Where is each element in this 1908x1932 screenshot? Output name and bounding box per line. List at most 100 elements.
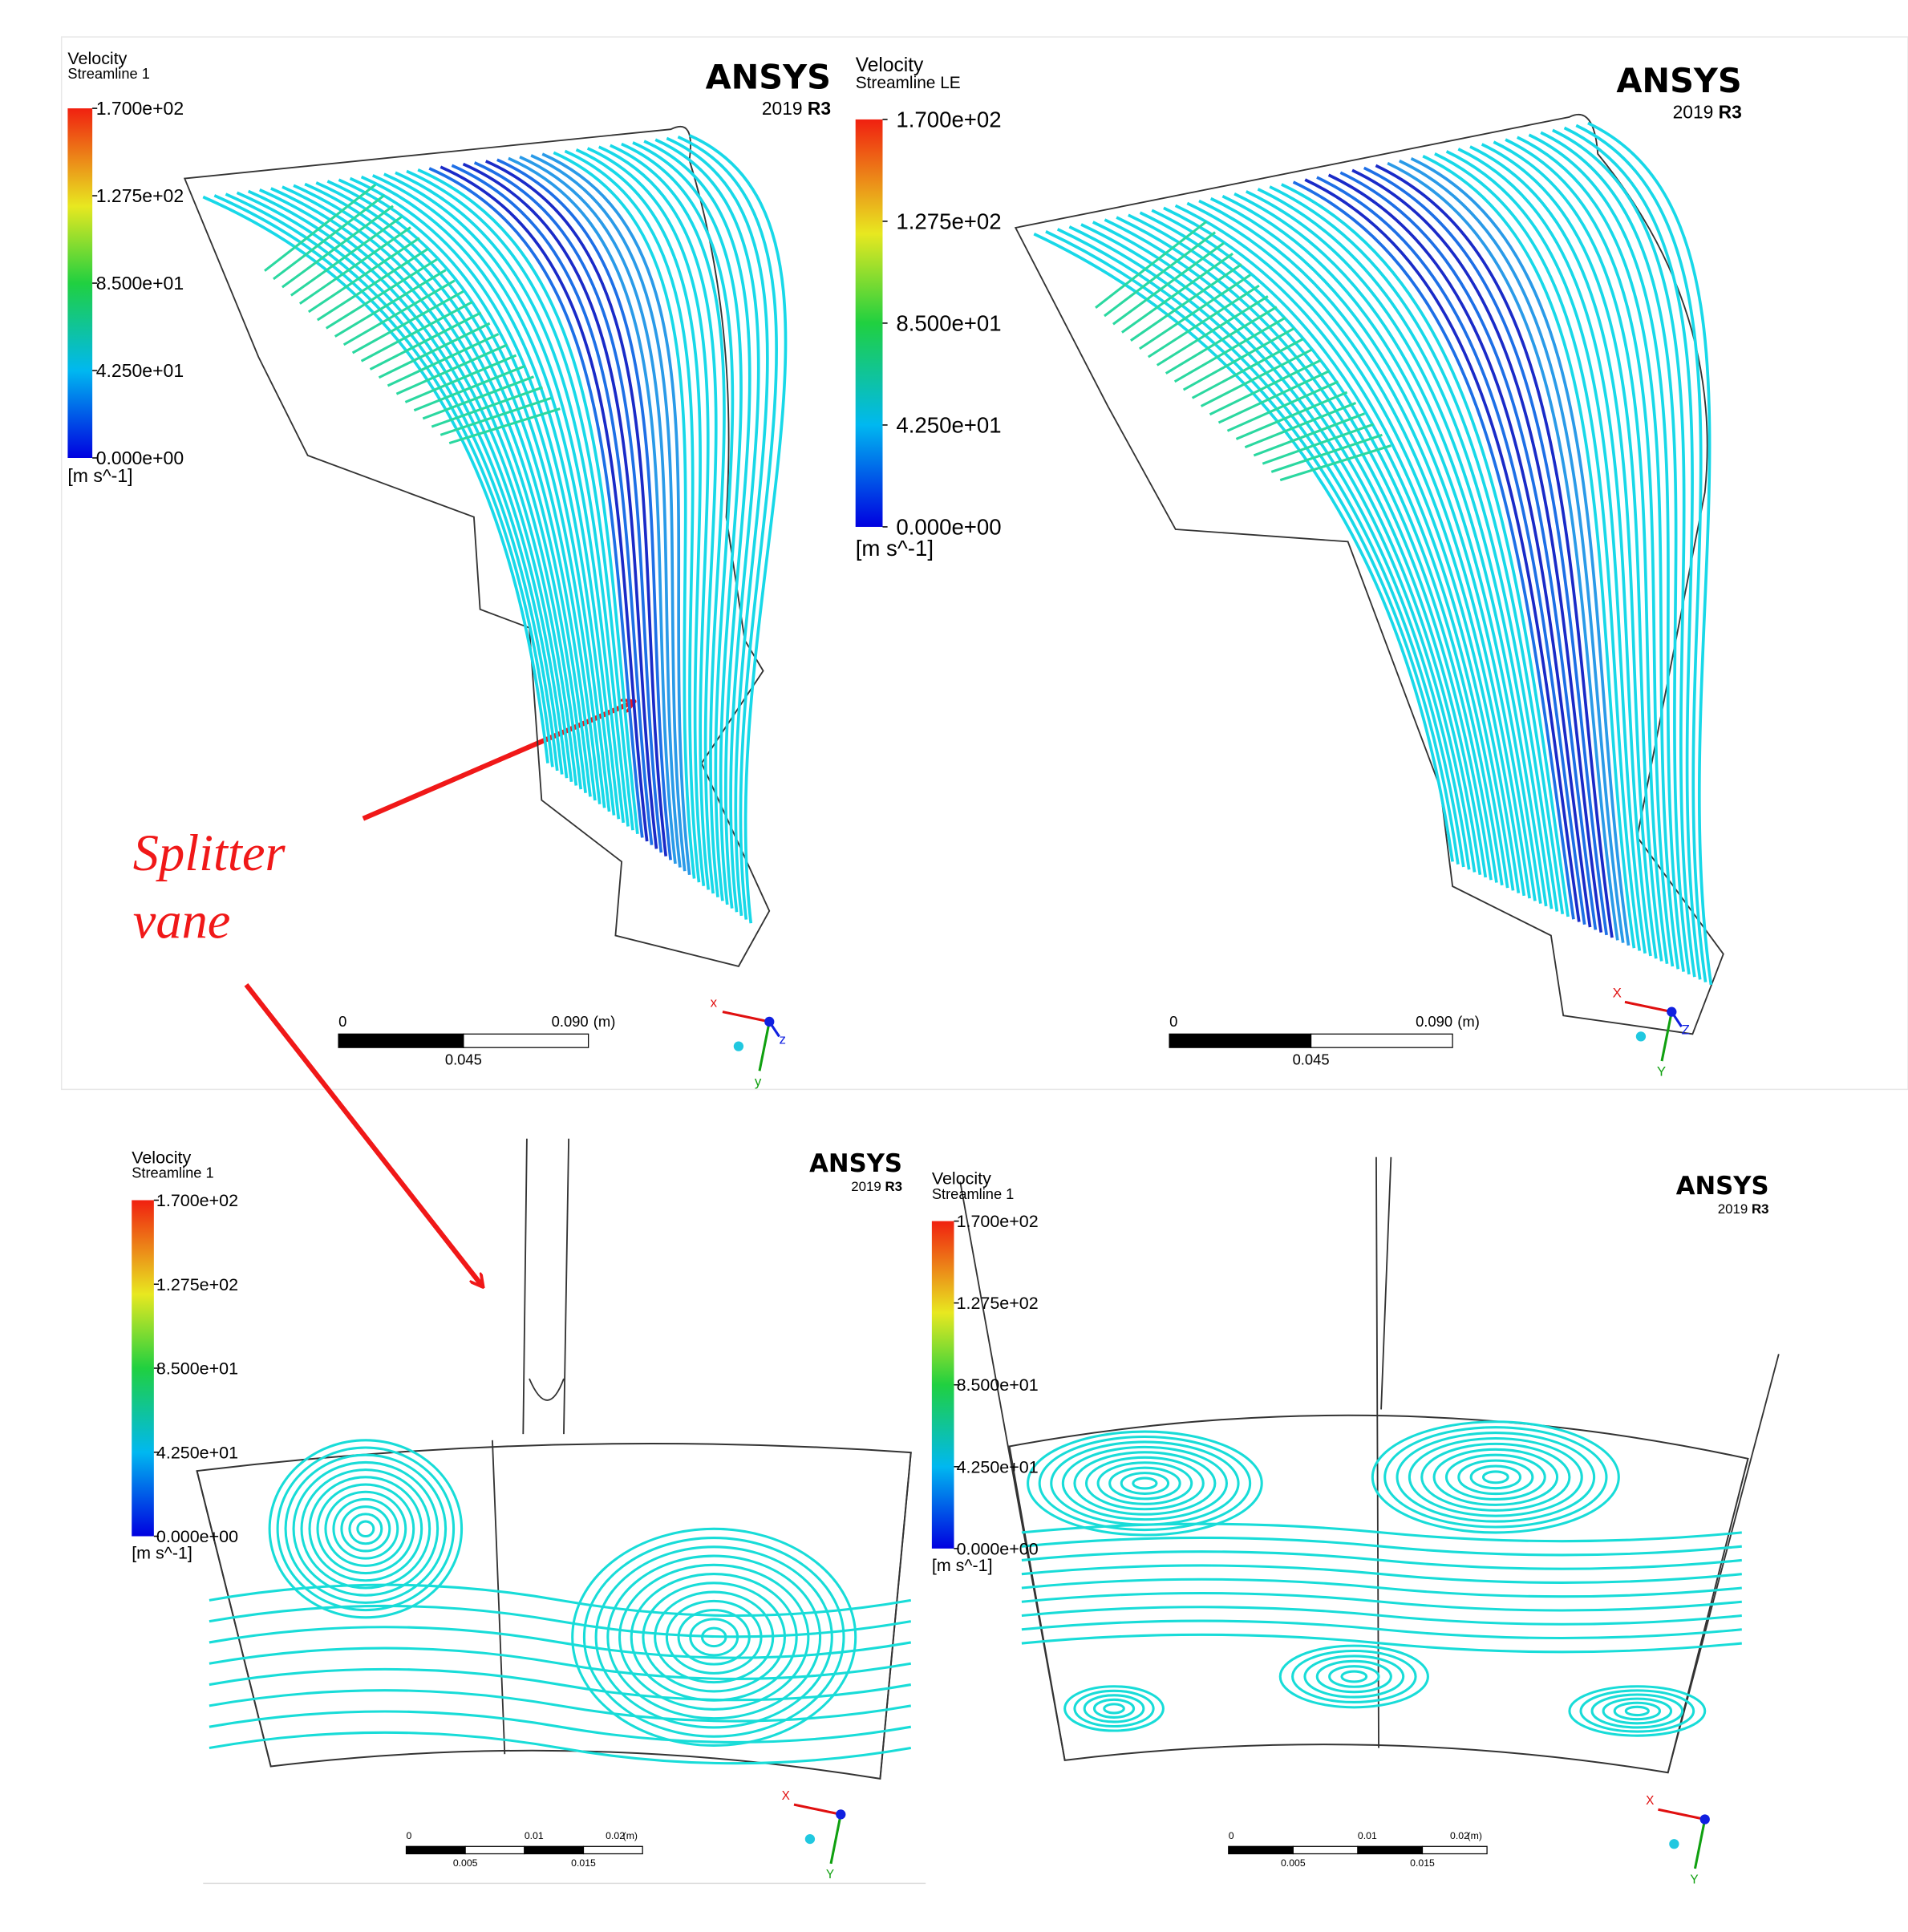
geometry-outline [1008,1414,1749,1774]
scale-label: 0.005 [1281,1857,1306,1869]
streamline [1420,1442,1571,1512]
streamline [618,1563,810,1711]
streamline [340,1505,391,1553]
streamline [1493,140,1669,965]
legend-subtitle: Streamline 1 [132,1164,213,1181]
streamline [1038,1435,1252,1532]
streamline [1063,1685,1165,1732]
streamline [334,269,447,338]
streamline [1083,1694,1145,1723]
annotation: Splitter [133,824,286,881]
streamline [440,396,552,436]
streamline [292,1460,440,1597]
streamline [1068,225,1471,870]
streamline [1116,216,1493,881]
streamline [1590,1693,1684,1729]
streamline [541,152,691,876]
streamline [247,189,569,779]
version-year: 2019 [1718,1201,1748,1217]
scale-label: 0.045 [1293,1051,1330,1068]
streamline [276,1446,456,1612]
axis-label: Y [1657,1063,1666,1079]
streamline [1061,1445,1229,1521]
colorbar-label: 0.000e+00 [96,448,184,468]
colorbar-label: 1.275e+02 [896,209,1001,234]
legend-unit: [m s^-1] [932,1556,993,1575]
streamline [1340,1670,1368,1683]
streamline [1198,199,1531,899]
streamline [1120,1472,1170,1495]
axis-label: X [1646,1794,1654,1808]
streamline [209,1731,912,1765]
streamline [1096,1461,1193,1505]
streamline [1552,128,1696,978]
streamline [1410,156,1631,946]
streamline [1021,1550,1742,1570]
logo: ANSYS [809,1150,902,1178]
geometry-outline [196,1442,912,1780]
streamline [1279,444,1392,482]
streamline [413,364,526,412]
streamline [1108,1466,1181,1501]
axis-y [1660,1011,1673,1062]
axis-label: x [711,995,718,1011]
release: R3 [1719,101,1742,122]
axis-label: y [755,1074,762,1089]
streamline [1328,1665,1380,1688]
streamline [1579,1689,1695,1733]
streamline [1129,263,1242,342]
streamline [1469,145,1658,959]
streamline [1191,338,1304,399]
streamline [1156,295,1269,367]
streamline [1270,433,1383,473]
streamline [307,237,420,314]
geometry-outline [959,1156,1780,1773]
streamline [1434,152,1642,951]
version: 2019 R3 [762,98,831,119]
streamline [1050,1440,1240,1526]
streamline [1103,1703,1125,1715]
scale-segment [1292,1845,1359,1855]
streamline [1200,348,1313,407]
legend-title: Velocity [932,1169,991,1189]
streamline [1217,370,1331,424]
streamline [1624,1705,1650,1717]
colorbar-label: 0.000e+00 [896,515,1001,540]
streamline [1104,231,1217,318]
streamline [1563,126,1702,980]
streamline [1422,155,1636,949]
streamline [383,172,626,824]
streamline [1505,138,1675,967]
streamline [1095,221,1208,309]
streamline [284,1453,448,1604]
scale-segment [464,1845,525,1855]
streamline [1375,164,1614,938]
streamline [440,165,649,842]
scale-segment [1228,1845,1294,1855]
streamline [1253,412,1366,457]
scale-label: 0.045 [445,1051,482,1068]
legend-title: Velocity [856,55,924,76]
axis-origin [1699,1814,1710,1825]
streamline [621,142,735,901]
axis-x [793,1803,841,1816]
colorbar [855,119,883,527]
axis-label: z [780,1032,786,1047]
streamline [1033,232,1454,862]
legend-subtitle: Streamline 1 [932,1185,1014,1202]
colorbar-label: 1.700e+02 [156,1191,238,1210]
colorbar-label: 4.250e+01 [96,360,184,381]
streamline [360,175,616,816]
streamline [1516,136,1680,970]
colorbar-label: 0.000e+00 [957,1539,1039,1558]
streamline [1139,211,1504,886]
triad-ball [804,1833,816,1845]
scale-segment [524,1845,585,1855]
colorbar-label: 1.275e+02 [96,185,184,206]
scale-label: 0.090 [552,1013,589,1030]
streamline [236,191,564,775]
streamline [1021,1578,1742,1598]
streamline [1444,1453,1546,1501]
streamline [315,181,597,801]
scale-unit: (m) [1457,1013,1480,1030]
